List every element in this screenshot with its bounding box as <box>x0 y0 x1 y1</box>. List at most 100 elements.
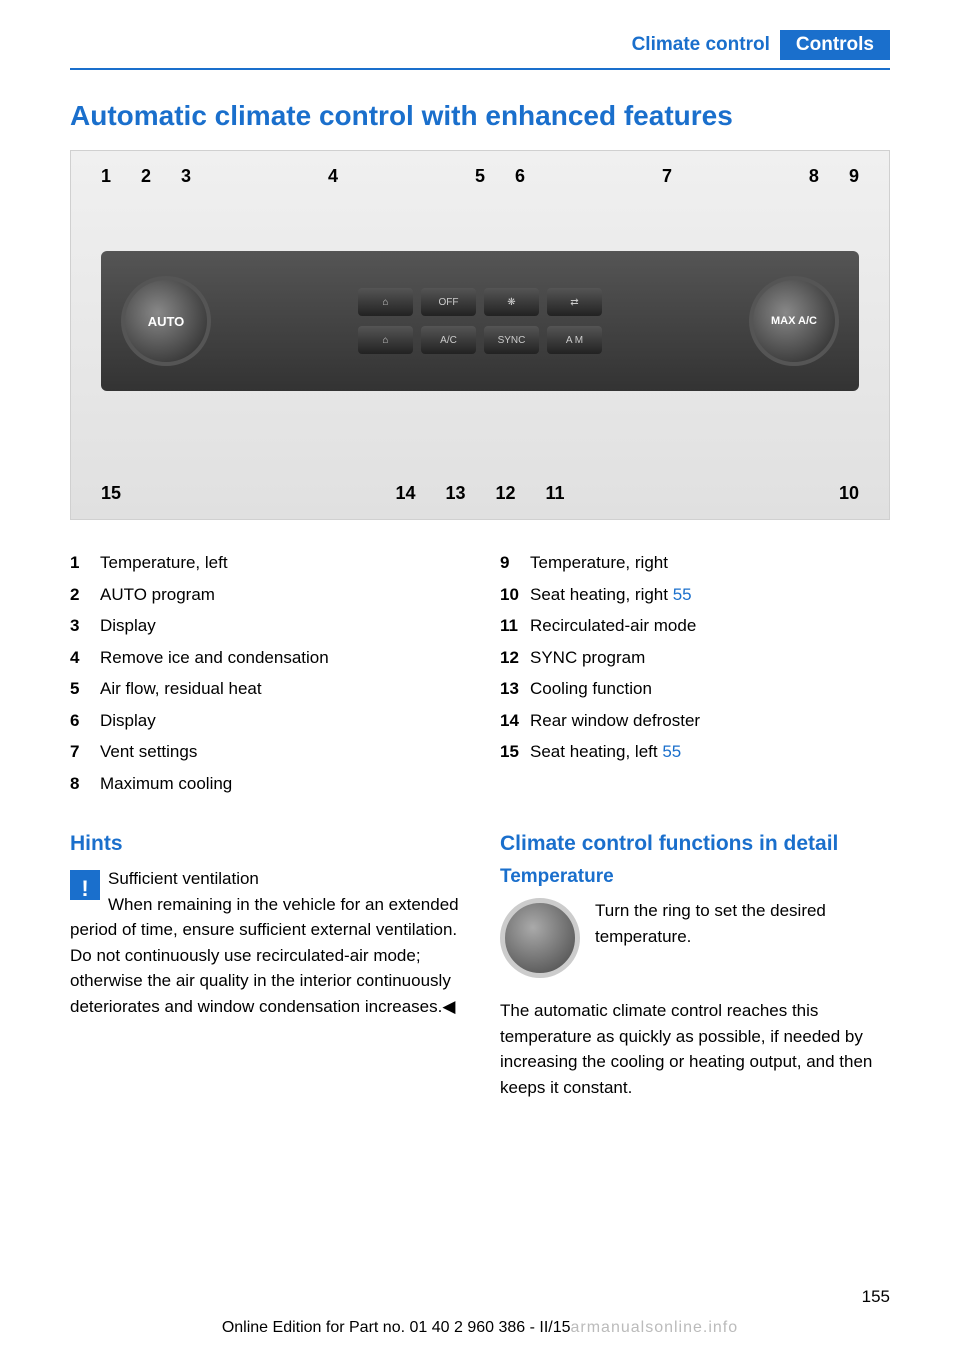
panel-btn-bot-3: SYNC <box>484 326 539 354</box>
legend-number: 5 <box>70 676 100 702</box>
legend-text: Cooling function <box>530 676 890 702</box>
callout-3: 3 <box>181 166 191 187</box>
callout-2: 2 <box>141 166 151 187</box>
warning-title: Sufficient ventilation <box>108 869 259 888</box>
panel-btn-top-4: ⇄ <box>547 288 602 316</box>
legend-row: 5Air flow, residual heat <box>70 676 460 702</box>
hints-column: Hints Sufficient ventilation When remain… <box>70 832 460 1100</box>
legend-row: 2AUTO program <box>70 582 460 608</box>
header-bar: Climate control Controls <box>70 30 890 60</box>
legend-row: 8Maximum cooling <box>70 771 460 797</box>
header-divider <box>70 68 890 70</box>
legend-right-col: 9Temperature, right10Seat heating, right… <box>500 550 890 802</box>
panel-btn-top-2: OFF <box>421 288 476 316</box>
legend-row: 6Display <box>70 708 460 734</box>
legend-text: Seat heating, left 55 <box>530 739 890 765</box>
auto-dial: AUTO <box>121 276 211 366</box>
legend-row: 7Vent settings <box>70 739 460 765</box>
warning-block: Sufficient ventilation When remaining in… <box>70 866 460 1019</box>
legend-row: 11Recirculated-air mode <box>500 613 890 639</box>
legend-text: AUTO program <box>100 582 460 608</box>
legend-text: SYNC program <box>530 645 890 671</box>
body-columns: Hints Sufficient ventilation When remain… <box>70 832 890 1100</box>
diagram-top-labels: 1 2 3 4 5 6 7 8 9 <box>71 166 889 187</box>
callout-12: 12 <box>496 483 516 504</box>
maxac-dial: MAX A/C <box>749 276 839 366</box>
warning-body: When remaining in the vehicle for an ext… <box>70 895 459 1016</box>
legend-row: 3Display <box>70 613 460 639</box>
diagram-bottom-labels: 15 14 13 12 11 10 <box>71 483 889 504</box>
legend-number: 12 <box>500 645 530 671</box>
main-title: Automatic climate control with enhanced … <box>70 100 890 132</box>
legend-number: 14 <box>500 708 530 734</box>
legend-number: 10 <box>500 582 530 608</box>
warning-icon <box>70 870 100 900</box>
legend-row: 14Rear window defroster <box>500 708 890 734</box>
legend-number: 3 <box>70 613 100 639</box>
temperature-instruction: Turn the ring to set the desired tempera… <box>595 898 890 978</box>
control-panel: AUTO ⌂ OFF ❋ ⇄ ⌂ A/C SYNC A M MAX A/C <box>101 251 859 391</box>
legend-row: 12SYNC program <box>500 645 890 671</box>
callout-9: 9 <box>849 166 859 187</box>
legend-row: 10Seat heating, right 55 <box>500 582 890 608</box>
callout-1: 1 <box>101 166 111 187</box>
legend-text: Remove ice and condensation <box>100 645 460 671</box>
legend-number: 1 <box>70 550 100 576</box>
callout-5: 5 <box>475 166 485 187</box>
legend-text: Maximum cooling <box>100 771 460 797</box>
legend-row: 13Cooling function <box>500 676 890 702</box>
legend-row: 15Seat heating, left 55 <box>500 739 890 765</box>
callout-11: 11 <box>546 483 565 504</box>
footer-part: Online Edition for Part no. 01 40 2 960 … <box>0 1319 960 1337</box>
panel-btn-bot-2: A/C <box>421 326 476 354</box>
callout-6: 6 <box>515 166 525 187</box>
header-category: Controls <box>780 30 890 60</box>
callout-15: 15 <box>101 483 121 504</box>
legend-row: 4Remove ice and condensation <box>70 645 460 671</box>
page-reference: 55 <box>658 742 682 761</box>
legend-number: 2 <box>70 582 100 608</box>
functions-column: Climate control functions in detail Temp… <box>500 832 890 1100</box>
legend-number: 8 <box>70 771 100 797</box>
callout-7: 7 <box>662 166 672 187</box>
panel-btn-top-1: ⌂ <box>358 288 413 316</box>
panel-btn-top-3: ❋ <box>484 288 539 316</box>
callout-4: 4 <box>328 166 338 187</box>
legend-left-col: 1Temperature, left2AUTO program3Display4… <box>70 550 460 802</box>
footer-part-text: Online Edition for Part no. 01 40 2 960 … <box>222 1319 571 1336</box>
callout-10: 10 <box>839 483 859 504</box>
footer-watermark-suffix: armanualsonline.info <box>571 1319 739 1336</box>
hints-title: Hints <box>70 832 460 856</box>
legend-number: 13 <box>500 676 530 702</box>
panel-btn-bot-4: A M <box>547 326 602 354</box>
legend-text: Display <box>100 708 460 734</box>
legend-number: 4 <box>70 645 100 671</box>
legend-row: 1Temperature, left <box>70 550 460 576</box>
legend-text: Rear window defroster <box>530 708 890 734</box>
legend-columns: 1Temperature, left2AUTO program3Display4… <box>70 550 890 802</box>
callout-14: 14 <box>395 483 415 504</box>
legend-text: Recirculated-air mode <box>530 613 890 639</box>
callout-8: 8 <box>809 166 819 187</box>
climate-control-diagram: carmanualsonline.info 1 2 3 4 5 6 7 8 9 … <box>70 150 890 520</box>
functions-title: Climate control functions in detail <box>500 832 890 856</box>
legend-number: 7 <box>70 739 100 765</box>
temperature-instruction-block: Turn the ring to set the desired tempera… <box>500 898 890 978</box>
callout-13: 13 <box>445 483 465 504</box>
legend-text: Temperature, left <box>100 550 460 576</box>
legend-number: 9 <box>500 550 530 576</box>
legend-text: Seat heating, right 55 <box>530 582 890 608</box>
page-number: 155 <box>862 1287 890 1307</box>
temperature-title: Temperature <box>500 866 890 888</box>
legend-text: Temperature, right <box>530 550 890 576</box>
legend-text: Vent settings <box>100 739 460 765</box>
page-reference: 55 <box>668 585 692 604</box>
legend-number: 6 <box>70 708 100 734</box>
legend-text: Display <box>100 613 460 639</box>
panel-btn-bot-1: ⌂ <box>358 326 413 354</box>
legend-row: 9Temperature, right <box>500 550 890 576</box>
legend-number: 11 <box>500 613 530 639</box>
header-section: Climate control <box>622 34 780 56</box>
legend-number: 15 <box>500 739 530 765</box>
temperature-dial-image <box>500 898 580 978</box>
